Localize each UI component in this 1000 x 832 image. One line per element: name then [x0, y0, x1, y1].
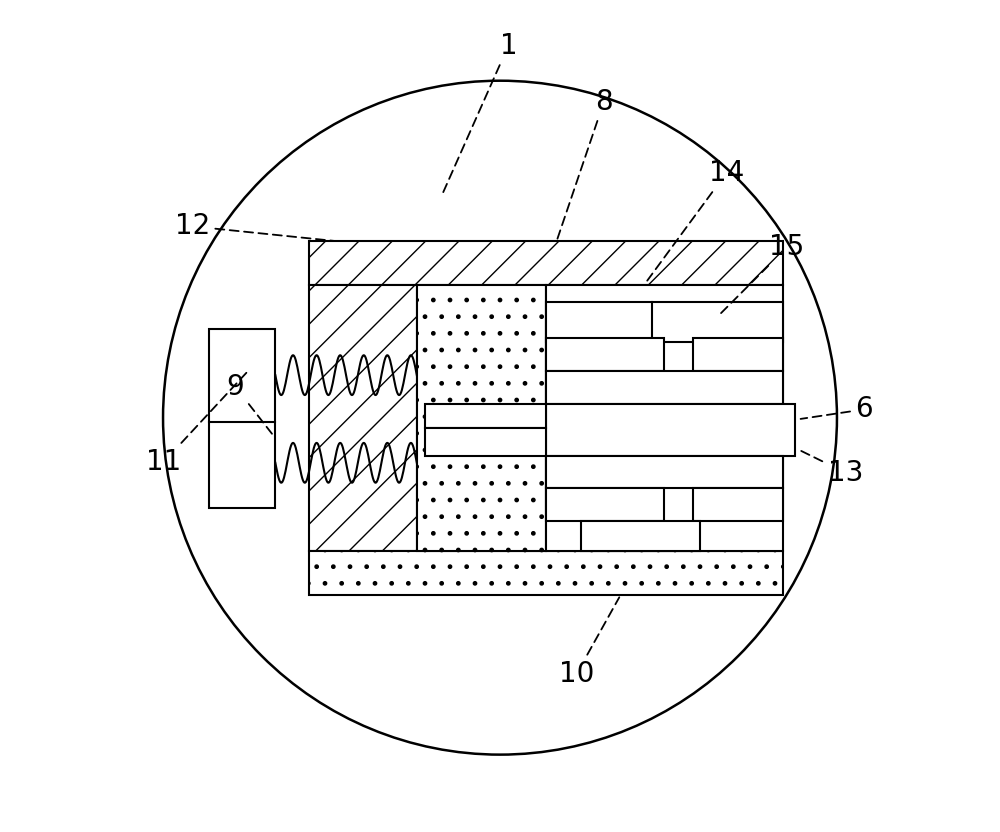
Text: 13: 13 [800, 450, 863, 487]
Bar [693, 488, 783, 521]
Bar [546, 302, 783, 342]
Text: 15: 15 [718, 233, 805, 316]
Bar [425, 428, 546, 456]
Bar [546, 488, 664, 521]
Text: 1: 1 [443, 32, 517, 193]
Text: 14: 14 [647, 159, 744, 280]
Text: 6: 6 [801, 395, 873, 423]
Bar [546, 338, 664, 371]
Bar [581, 521, 700, 551]
Bar [425, 404, 546, 428]
Bar [693, 338, 783, 371]
Bar [546, 456, 783, 488]
Bar [546, 285, 783, 551]
Text: 11: 11 [146, 372, 247, 476]
Bar [309, 551, 783, 595]
Bar [309, 285, 417, 551]
Bar [546, 404, 795, 456]
Text: 12: 12 [175, 212, 335, 241]
Bar [417, 285, 546, 551]
Text: 8: 8 [557, 87, 613, 239]
Text: 10: 10 [559, 597, 619, 688]
Bar [309, 241, 783, 285]
Bar [546, 371, 783, 404]
Bar [209, 329, 275, 508]
Text: 9: 9 [227, 373, 272, 433]
